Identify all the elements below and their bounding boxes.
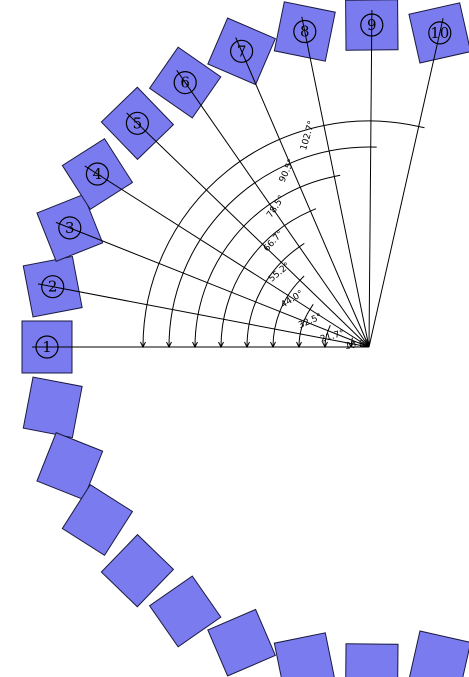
angle-arc-9: [142, 120, 419, 348]
tile-plain-7: [273, 632, 336, 677]
tile-plain-4: [100, 533, 175, 608]
badge-label-6: 6: [180, 74, 190, 92]
ray-9: [368, 9, 373, 348]
ray-7: [235, 37, 370, 348]
angle-label-2: 21.7°: [319, 329, 345, 345]
ray-3: [55, 221, 370, 348]
badge-circle-6: [173, 70, 197, 95]
badge-circle-4: [85, 162, 110, 186]
badge-label-8: 8: [300, 23, 310, 41]
angle-arcs-layer: [140, 120, 425, 349]
angle-arc-6: [220, 210, 311, 348]
arrowhead-end-5: [299, 242, 305, 248]
tile-plain-2: [36, 432, 104, 501]
badge-circle-3: [58, 216, 82, 240]
ray-8: [301, 16, 370, 348]
badge-label-2: 2: [48, 278, 58, 296]
ray-5: [126, 112, 370, 348]
badge-label-9: 9: [367, 16, 377, 34]
badge-label-3: 3: [65, 219, 75, 237]
tiles-layer: [21, 0, 469, 677]
angle-label-9: 102.7°: [299, 120, 317, 152]
tile-plain-3: [61, 483, 134, 557]
badge-label-1: 1: [42, 338, 52, 356]
tile-plain-8: [345, 643, 399, 677]
tile-plain-1: [22, 376, 83, 439]
badge-circle-7: [230, 39, 254, 63]
angle-arc-5: [246, 246, 300, 348]
badge-label-4: 4: [93, 165, 103, 183]
rays-layer: [32, 9, 444, 348]
angle-label-1: 10.8°: [344, 339, 370, 352]
badge-circle-5: [125, 111, 149, 135]
badge-label-10: 10: [430, 24, 449, 42]
badge-label-5: 5: [133, 114, 143, 132]
ray-2: [37, 283, 370, 348]
arrowhead-end-9: [418, 126, 425, 129]
arrowhead-end-7: [334, 174, 341, 177]
angle-arc-3: [298, 309, 311, 348]
angle-label-3: 32.5°: [297, 312, 323, 331]
ray-4: [84, 165, 370, 348]
arrowhead-end-3: [309, 304, 314, 310]
badge-circle-10: [428, 21, 452, 45]
tile-plain-5: [148, 575, 222, 648]
badge-circle-1: [35, 335, 59, 359]
badge-circle-9: [360, 13, 384, 37]
arrowhead-end-4: [299, 275, 305, 281]
angle-label-8: 90.5°: [278, 158, 297, 184]
angle-label-7: 78.5°: [265, 194, 287, 220]
badge-label-7: 7: [237, 42, 247, 60]
tile-plain-6: [207, 608, 277, 677]
arrowhead-end-2: [327, 325, 331, 331]
ray-10: [368, 18, 444, 348]
ray-6: [176, 70, 370, 348]
angle-label-5: 55.2°: [267, 261, 292, 284]
tile-plain-9: [408, 630, 469, 677]
badge-circle-8: [293, 19, 317, 44]
angle-arc-8: [168, 146, 371, 348]
badge-circle-2: [41, 275, 65, 299]
arrowhead-end-6: [310, 208, 317, 212]
